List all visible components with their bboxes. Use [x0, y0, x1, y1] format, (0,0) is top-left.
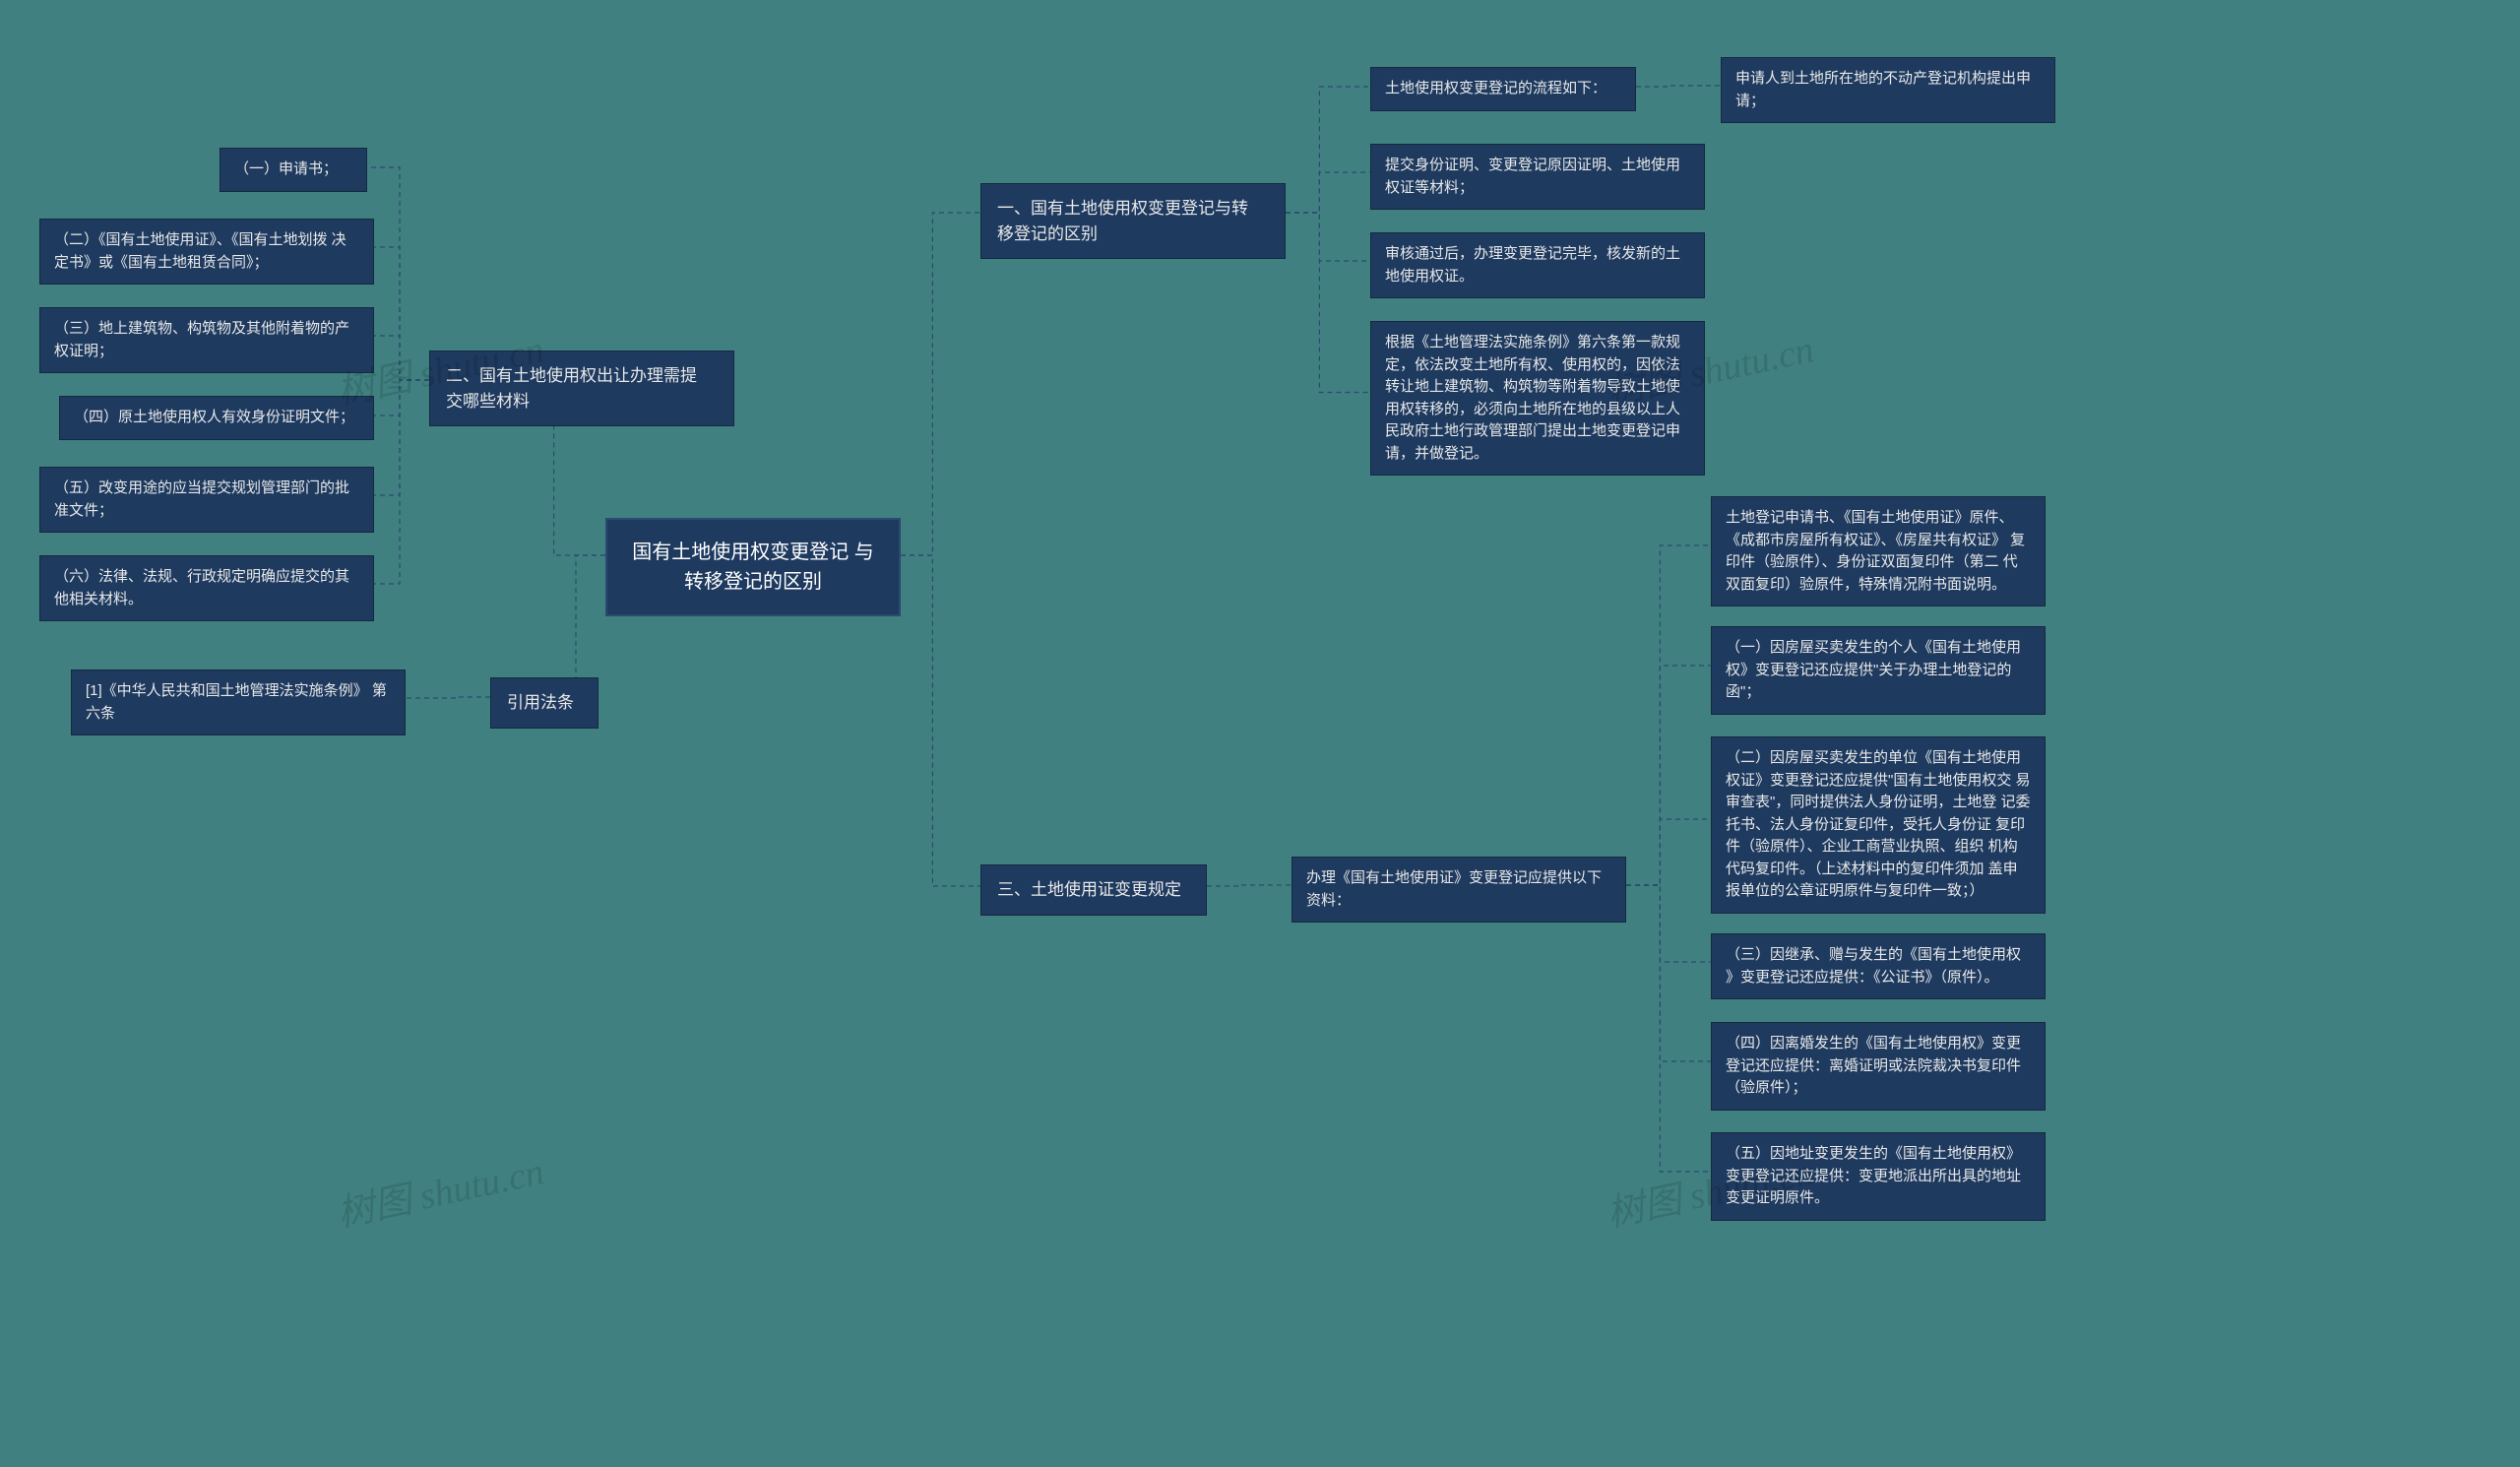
leaf-label: 土地登记申请书、《国有土地使用证》原件、 《成都市房屋所有权证》、《房屋共有权证… [1726, 509, 2025, 593]
leaf-r1-2: 审核通过后，办理变更登记完毕，核发新的土 地使用权证。 [1370, 232, 1705, 298]
branch-label: 一、国有土地使用权变更登记与转 移登记的区别 [997, 199, 1248, 243]
branch-right-2: 三、土地使用证变更规定 [980, 864, 1207, 916]
root-label: 国有土地使用权变更登记 与转移登记的区别 [632, 542, 874, 593]
watermark: 树图 shutu.cn [332, 1140, 548, 1237]
leaf-l1-4: （五）改变用途的应当提交规划管理部门的批 准文件； [39, 467, 374, 533]
leaf-label: （四）因离婚发生的《国有土地使用权》变更 登记还应提供：离婚证明或法院裁决书复印… [1726, 1035, 2021, 1096]
root-node: 国有土地使用权变更登记 与转移登记的区别 [605, 518, 901, 616]
leaf-l1-1: （二）《国有土地使用证》、《国有土地划拨 决定书》或《国有土地租赁合同》； [39, 219, 374, 285]
leaf-l1-5: （六）法律、法规、行政规定明确应提交的其 他相关材料。 [39, 555, 374, 621]
leaf-label: （一）申请书； [234, 160, 338, 177]
leaf-label: 提交身份证明、变更登记原因证明、土地使用 权证等材料； [1385, 157, 1680, 196]
leaf-label: 审核通过后，办理变更登记完毕，核发新的土 地使用权证。 [1385, 245, 1680, 285]
leaf-r2-0-3: （三）因继承、赠与发生的《国有土地使用权 》变更登记还应提供：《公证书》（原件）… [1711, 933, 2046, 999]
leaf-l1-2: （三）地上建筑物、构筑物及其他附着物的产 权证明； [39, 307, 374, 373]
leaf-label: （一）因房屋买卖发生的个人《国有土地使用 权》变更登记还应提供"关于办理土地登记… [1726, 639, 2021, 700]
leaf-r2-0-5: （五）因地址变更发生的《国有土地使用权》 变更登记还应提供：变更地派出所出具的地… [1711, 1132, 2046, 1221]
leaf-r2-0-4: （四）因离婚发生的《国有土地使用权》变更 登记还应提供：离婚证明或法院裁决书复印… [1711, 1022, 2046, 1111]
leaf-label: 申请人到土地所在地的不动产登记机构提出申 请； [1735, 70, 2031, 109]
leaf-label: （五）因地址变更发生的《国有土地使用权》 变更登记还应提供：变更地派出所出具的地… [1726, 1145, 2021, 1206]
leaf-label: （三）地上建筑物、构筑物及其他附着物的产 权证明； [54, 320, 349, 359]
branch-label: 二、国有土地使用权出让办理需提 交哪些材料 [446, 366, 697, 411]
branch-label: 三、土地使用证变更规定 [997, 880, 1181, 899]
leaf-label: [1]《中华人民共和国土地管理法实施条例》 第六条 [86, 682, 387, 722]
leaf-l2-0: [1]《中华人民共和国土地管理法实施条例》 第六条 [71, 670, 406, 735]
leaf-label: （三）因继承、赠与发生的《国有土地使用权 》变更登记还应提供：《公证书》（原件）… [1726, 946, 2021, 986]
leaf-r2-0-0: 土地登记申请书、《国有土地使用证》原件、 《成都市房屋所有权证》、《房屋共有权证… [1711, 496, 2046, 606]
leaf-label: （二）《国有土地使用证》、《国有土地划拨 决定书》或《国有土地租赁合同》； [54, 231, 346, 271]
leaf-r2-0-1: （一）因房屋买卖发生的个人《国有土地使用 权》变更登记还应提供"关于办理土地登记… [1711, 626, 2046, 715]
branch-left-2: 引用法条 [490, 677, 598, 729]
leaf-r1-3: 根据《土地管理法实施条例》第六条第一款规 定，依法改变土地所有权、使用权的，因依… [1370, 321, 1705, 476]
leaf-label: 根据《土地管理法实施条例》第六条第一款规 定，依法改变土地所有权、使用权的，因依… [1385, 334, 1680, 462]
leaf-label: （六）法律、法规、行政规定明确应提交的其 他相关材料。 [54, 568, 349, 607]
leaf-label: （二）因房屋买卖发生的单位《国有土地使用 权证》变更登记还应提供"国有土地使用权… [1726, 749, 2031, 899]
leaf-l1-0: （一）申请书； [220, 148, 367, 192]
leaf-r2-0: 办理《国有土地使用证》变更登记应提供以下 资料： [1292, 857, 1626, 923]
branch-label: 引用法条 [507, 693, 574, 712]
branch-right-1: 一、国有土地使用权变更登记与转 移登记的区别 [980, 183, 1286, 259]
branch-left-1: 二、国有土地使用权出让办理需提 交哪些材料 [429, 351, 734, 426]
leaf-r2-0-2: （二）因房屋买卖发生的单位《国有土地使用 权证》变更登记还应提供"国有土地使用权… [1711, 736, 2046, 914]
leaf-label: 土地使用权变更登记的流程如下： [1385, 80, 1606, 96]
leaf-l1-3: （四）原土地使用权人有效身份证明文件； [59, 396, 374, 440]
leaf-label: 办理《国有土地使用证》变更登记应提供以下 资料： [1306, 869, 1602, 909]
leaf-r1-0: 土地使用权变更登记的流程如下： [1370, 67, 1636, 111]
leaf-label: （五）改变用途的应当提交规划管理部门的批 准文件； [54, 479, 349, 519]
leaf-r1-1: 提交身份证明、变更登记原因证明、土地使用 权证等材料； [1370, 144, 1705, 210]
leaf-label: （四）原土地使用权人有效身份证明文件； [74, 409, 354, 425]
leaf-r1-0-0: 申请人到土地所在地的不动产登记机构提出申 请； [1721, 57, 2055, 123]
